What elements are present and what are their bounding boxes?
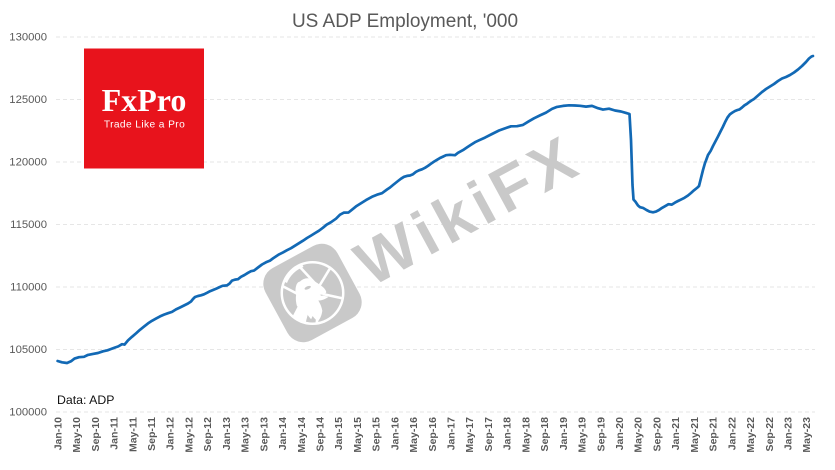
svg-text:115000: 115000 — [10, 219, 47, 231]
svg-text:Trade Like a Pro: Trade Like a Pro — [104, 120, 185, 131]
svg-text:Sep-11: Sep-11 — [146, 417, 158, 451]
svg-text:Sep-15: Sep-15 — [371, 417, 383, 452]
svg-text:May-10: May-10 — [71, 417, 83, 453]
svg-text:Jan-12: Jan-12 — [165, 417, 177, 450]
svg-text:Jan-14: Jan-14 — [277, 417, 289, 450]
svg-text:US ADP Employment, '000: US ADP Employment, '000 — [292, 11, 518, 32]
svg-text:Jan-23: Jan-23 — [783, 417, 795, 450]
svg-text:Jan-22: Jan-22 — [726, 417, 738, 450]
svg-text:Jan-18: Jan-18 — [502, 417, 514, 450]
svg-text:Jan-10: Jan-10 — [52, 417, 64, 450]
svg-text:130000: 130000 — [9, 32, 47, 44]
svg-text:Sep-10: Sep-10 — [90, 417, 102, 452]
svg-text:Data: ADP: Data: ADP — [57, 393, 114, 407]
svg-text:Sep-12: Sep-12 — [202, 417, 214, 452]
svg-text:FxPro: FxPro — [102, 82, 187, 118]
svg-text:May-21: May-21 — [689, 417, 701, 453]
svg-text:May-13: May-13 — [240, 417, 252, 453]
svg-text:Sep-20: Sep-20 — [651, 417, 663, 452]
svg-text:Jan-19: Jan-19 — [558, 417, 570, 450]
svg-text:Sep-22: Sep-22 — [764, 417, 776, 452]
svg-text:Sep-14: Sep-14 — [315, 417, 327, 452]
svg-text:May-12: May-12 — [183, 417, 195, 453]
svg-text:May-15: May-15 — [352, 417, 364, 453]
svg-text:Jan-21: Jan-21 — [670, 417, 682, 450]
svg-text:105000: 105000 — [9, 344, 47, 356]
svg-text:May-14: May-14 — [296, 417, 308, 453]
svg-text:Sep-19: Sep-19 — [595, 417, 607, 452]
svg-text:110000: 110000 — [10, 282, 47, 294]
svg-text:Jan-15: Jan-15 — [333, 417, 345, 450]
svg-text:125000: 125000 — [9, 94, 47, 106]
svg-text:May-19: May-19 — [577, 417, 589, 453]
svg-text:120000: 120000 — [9, 157, 47, 169]
svg-text:Jan-17: Jan-17 — [446, 417, 458, 450]
svg-text:Sep-16: Sep-16 — [427, 417, 439, 452]
svg-text:May-20: May-20 — [633, 417, 645, 453]
svg-text:May-16: May-16 — [408, 417, 420, 453]
svg-text:May-18: May-18 — [520, 417, 532, 453]
svg-text:Jan-11: Jan-11 — [109, 417, 121, 450]
svg-text:Sep-18: Sep-18 — [539, 417, 551, 452]
svg-text:Jan-20: Jan-20 — [614, 417, 626, 450]
svg-text:May-17: May-17 — [464, 417, 476, 453]
svg-text:May-22: May-22 — [745, 417, 757, 453]
svg-text:Sep-21: Sep-21 — [708, 417, 720, 452]
svg-text:Sep-13: Sep-13 — [258, 417, 270, 452]
svg-text:100000: 100000 — [9, 407, 47, 419]
svg-text:Sep-17: Sep-17 — [483, 417, 495, 452]
svg-text:Jan-16: Jan-16 — [389, 417, 401, 450]
svg-text:May-23: May-23 — [801, 417, 813, 453]
svg-text:Jan-13: Jan-13 — [221, 417, 233, 450]
svg-text:May-11: May-11 — [127, 417, 139, 452]
